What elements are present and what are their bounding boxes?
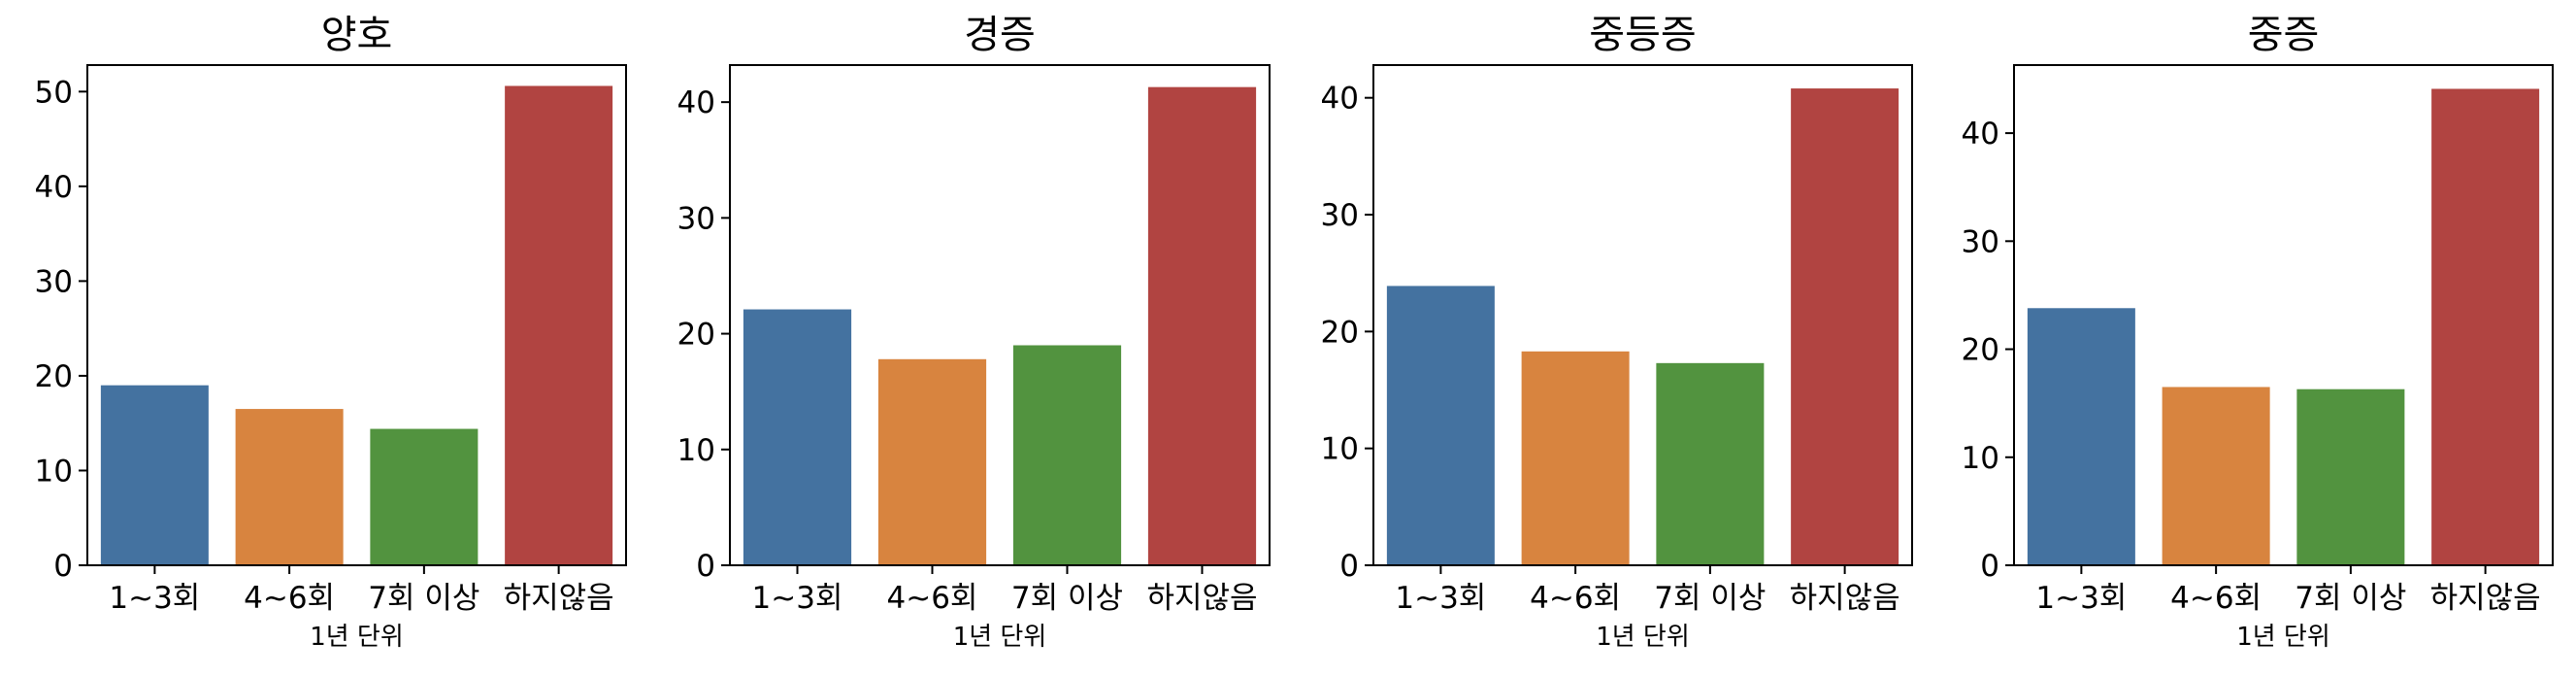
bar (1521, 351, 1630, 565)
y-tick-label: 0 (53, 549, 73, 584)
x-tick-label: 1~3회 (1395, 581, 1486, 616)
plot-area-frame (729, 64, 1271, 566)
y-tick-label: 10 (1962, 441, 1999, 476)
bar (100, 385, 209, 565)
y-tick-label: 20 (1962, 333, 1999, 368)
chart-panel-2: 경증 0 10 20 30 40 1~3회 4~6회 7회 이상 하지않음 1년 단위 (677, 13, 1271, 652)
bar (1012, 345, 1122, 565)
y-tick-label: 30 (1321, 198, 1359, 233)
chart-title: 양호 (321, 13, 393, 57)
x-tick-label: 1~3회 (752, 581, 843, 616)
bar (2296, 389, 2405, 565)
plot-area-frame (2013, 64, 2554, 566)
y-tick-label: 30 (1962, 224, 1999, 259)
y-tick-label: 0 (696, 549, 715, 584)
y-tick-label: 40 (677, 85, 715, 120)
y-tick-label: 40 (1321, 82, 1359, 117)
y-tick-label: 10 (1321, 432, 1359, 467)
y-tick-label: 0 (1339, 549, 1359, 584)
bar (877, 358, 987, 565)
y-tick-label: 10 (677, 433, 715, 468)
y-tick-label: 0 (1980, 549, 1999, 584)
y-tick-label: 20 (677, 318, 715, 353)
x-axis-label: 1년 단위 (1596, 623, 1690, 652)
x-tick-label: 4~6회 (244, 581, 335, 616)
chart-title: 중등증 (1589, 13, 1696, 57)
bar (235, 409, 344, 565)
y-tick-label: 10 (35, 454, 73, 489)
bar (370, 428, 479, 565)
x-tick-label: 7회 이상 (368, 581, 479, 616)
chart-title: 중증 (2248, 13, 2320, 57)
x-tick-label: 7회 이상 (1011, 581, 1123, 616)
y-tick-label: 40 (35, 170, 73, 205)
x-tick-label: 4~6회 (1530, 581, 1621, 616)
x-tick-label: 1~3회 (109, 581, 200, 616)
bar (1386, 286, 1495, 565)
chart-panel-1: 양호 0 10 20 30 40 50 1~3회 4~6회 7회 이상 하지않음 1년 단위 (35, 13, 627, 652)
bar (743, 309, 852, 565)
bar (1147, 86, 1257, 566)
chart-panel-3: 중등증 0 10 20 30 40 1~3회 4~6회 7회 이상 하지않음 1년 단위 (1321, 13, 1913, 652)
x-tick-label: 4~6회 (2170, 581, 2262, 616)
bar (2027, 308, 2135, 565)
plot-area-frame (1372, 64, 1913, 566)
y-tick-label: 20 (35, 359, 73, 394)
chart-panel-4: 중증 0 10 20 30 40 1~3회 4~6회 7회 이상 하지않음 1년 단위 (1962, 13, 2554, 652)
y-tick-label: 50 (35, 75, 73, 110)
x-tick-label: 1~3회 (2035, 581, 2127, 616)
bar (1791, 88, 1899, 565)
bar (505, 85, 613, 565)
x-axis-label: 1년 단위 (310, 623, 404, 652)
x-tick-label: 하지않음 (504, 581, 614, 616)
bar (1656, 362, 1765, 565)
bar (2431, 88, 2540, 566)
x-tick-label: 하지않음 (1146, 581, 1257, 616)
y-tick-label: 40 (1962, 117, 1999, 152)
plot-area-frame (86, 64, 627, 566)
y-tick-label: 30 (677, 201, 715, 236)
x-tick-label: 7회 이상 (2295, 581, 2406, 616)
y-tick-label: 30 (35, 264, 73, 299)
x-axis-label: 1년 단위 (2236, 623, 2330, 652)
x-tick-label: 4~6회 (887, 581, 978, 616)
x-tick-label: 하지않음 (2430, 581, 2541, 616)
x-axis-label: 1년 단위 (953, 623, 1047, 652)
x-tick-label: 하지않음 (1790, 581, 1900, 616)
x-tick-label: 7회 이상 (1654, 581, 1766, 616)
bar (2162, 387, 2270, 565)
y-tick-label: 20 (1321, 315, 1359, 350)
chart-title: 경증 (964, 13, 1036, 57)
